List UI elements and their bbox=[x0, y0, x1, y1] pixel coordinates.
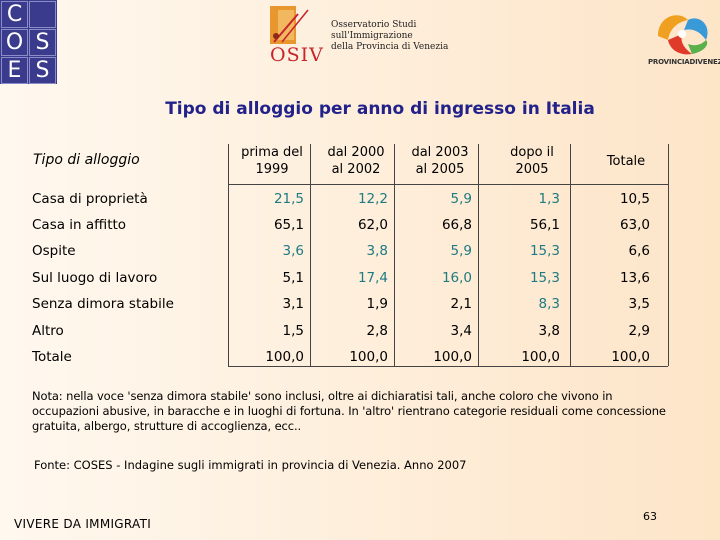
column-header: prima del 1999 bbox=[232, 144, 312, 178]
table-cell: 2,8 bbox=[366, 323, 388, 339]
footnote: Nota: nella voce 'senza dimora stabile' … bbox=[32, 389, 666, 433]
table-cell: 13,6 bbox=[619, 270, 650, 286]
column-header-line: dal 2003 bbox=[411, 145, 469, 160]
osiv-caption-line: Osservatorio Studi bbox=[331, 20, 417, 30]
table-cell: 2,1 bbox=[450, 296, 472, 312]
osiv-logo-text: OSIV bbox=[270, 44, 324, 66]
table-cell: 12,2 bbox=[357, 191, 388, 207]
column-header-line: Totale bbox=[606, 154, 646, 169]
table-cell: 21,5 bbox=[273, 191, 304, 207]
coses-letter: S bbox=[29, 29, 56, 56]
column-divider bbox=[668, 144, 669, 366]
table-cell: 15,3 bbox=[529, 270, 560, 286]
coses-letter: S bbox=[29, 57, 56, 84]
table-cell: 100,0 bbox=[611, 349, 650, 365]
table-cell: 3,5 bbox=[628, 296, 650, 312]
coses-letter: O bbox=[1, 29, 28, 56]
table-cell: 100,0 bbox=[349, 349, 388, 365]
table-cell: 3,6 bbox=[282, 243, 304, 259]
column-divider bbox=[394, 144, 395, 366]
table-cell: 16,0 bbox=[441, 270, 472, 286]
column-header-line: dopo il bbox=[510, 145, 554, 160]
row-header-label: Tipo di alloggio bbox=[33, 152, 140, 168]
table-cell: 66,8 bbox=[441, 217, 472, 233]
column-header-line: 2005 bbox=[515, 162, 549, 177]
table-cell: 62,0 bbox=[357, 217, 388, 233]
column-divider bbox=[570, 144, 571, 366]
table-cell: 56,1 bbox=[529, 217, 560, 233]
column-divider bbox=[478, 144, 479, 366]
provincia-logo-text: PROVINCIADIVENEZIA bbox=[648, 58, 720, 66]
column-header: Totale bbox=[586, 153, 666, 170]
column-header-line: al 2005 bbox=[415, 162, 465, 177]
table-row-label: Casa in affitto bbox=[32, 217, 127, 233]
osiv-caption-line: sull'Immigrazione bbox=[331, 31, 413, 41]
table-row-label: Altro bbox=[32, 323, 64, 339]
table-cell: 100,0 bbox=[265, 349, 304, 365]
table-cell: 5,9 bbox=[450, 191, 472, 207]
table-cell: 3,1 bbox=[282, 296, 304, 312]
table-cell: 17,4 bbox=[357, 270, 388, 286]
table-cell: 5,9 bbox=[450, 243, 472, 259]
column-header: dopo il 2005 bbox=[492, 144, 572, 178]
table-cell: 8,3 bbox=[538, 296, 560, 312]
table-cell: 6,6 bbox=[628, 243, 650, 259]
osiv-caption-line: della Provincia di Venezia bbox=[331, 42, 449, 52]
table-cell: 65,1 bbox=[273, 217, 304, 233]
table-cell: 1,3 bbox=[538, 191, 560, 207]
page-number: 63 bbox=[643, 510, 657, 523]
coses-letter: C bbox=[1, 1, 28, 28]
row-divider bbox=[228, 366, 668, 367]
table-cell: 3,8 bbox=[366, 243, 388, 259]
table-row-label: Totale bbox=[32, 349, 72, 365]
table-cell: 3,4 bbox=[450, 323, 472, 339]
column-header-line: prima del bbox=[241, 145, 303, 160]
table-cell: 100,0 bbox=[521, 349, 560, 365]
column-divider bbox=[310, 144, 311, 366]
table-cell: 1,5 bbox=[282, 323, 304, 339]
column-header-line: al 2002 bbox=[331, 162, 381, 177]
column-header: dal 2003 al 2005 bbox=[400, 144, 480, 178]
table-cell: 3,8 bbox=[538, 323, 560, 339]
column-divider bbox=[228, 144, 229, 366]
table-cell: 1,9 bbox=[366, 296, 388, 312]
table-cell: 63,0 bbox=[619, 217, 650, 233]
table-cell: 15,3 bbox=[529, 243, 560, 259]
footer-label: VIVERE DA IMMIGRATI bbox=[14, 517, 152, 531]
source-citation: Fonte: COSES - Indagine sugli immigrati … bbox=[34, 458, 467, 472]
page-title: Tipo di alloggio per anno di ingresso in… bbox=[165, 99, 595, 119]
coses-logo-blank bbox=[29, 1, 56, 28]
column-header: dal 2000 al 2002 bbox=[316, 144, 396, 178]
table-cell: 5,1 bbox=[282, 270, 304, 286]
osiv-logo-graphic bbox=[270, 6, 309, 44]
coses-logo: C O S E S bbox=[0, 0, 57, 84]
osiv-logo-caption: Osservatorio Studi sull'Immigrazione del… bbox=[331, 20, 448, 53]
table-row-label: Sul luogo di lavoro bbox=[32, 270, 158, 286]
coses-letter: E bbox=[1, 57, 28, 84]
table-cell: 10,5 bbox=[619, 191, 650, 207]
table-row-label: Ospite bbox=[32, 243, 76, 259]
table-row-label: Senza dimora stabile bbox=[32, 296, 174, 312]
column-header-line: 1999 bbox=[255, 162, 289, 177]
table-cell: 2,9 bbox=[628, 323, 650, 339]
table-cell: 100,0 bbox=[433, 349, 472, 365]
table-row-label: Casa di proprietà bbox=[32, 191, 148, 207]
provincia-logo-graphic bbox=[658, 15, 708, 55]
column-header-line: dal 2000 bbox=[327, 145, 385, 160]
row-divider bbox=[228, 184, 668, 185]
